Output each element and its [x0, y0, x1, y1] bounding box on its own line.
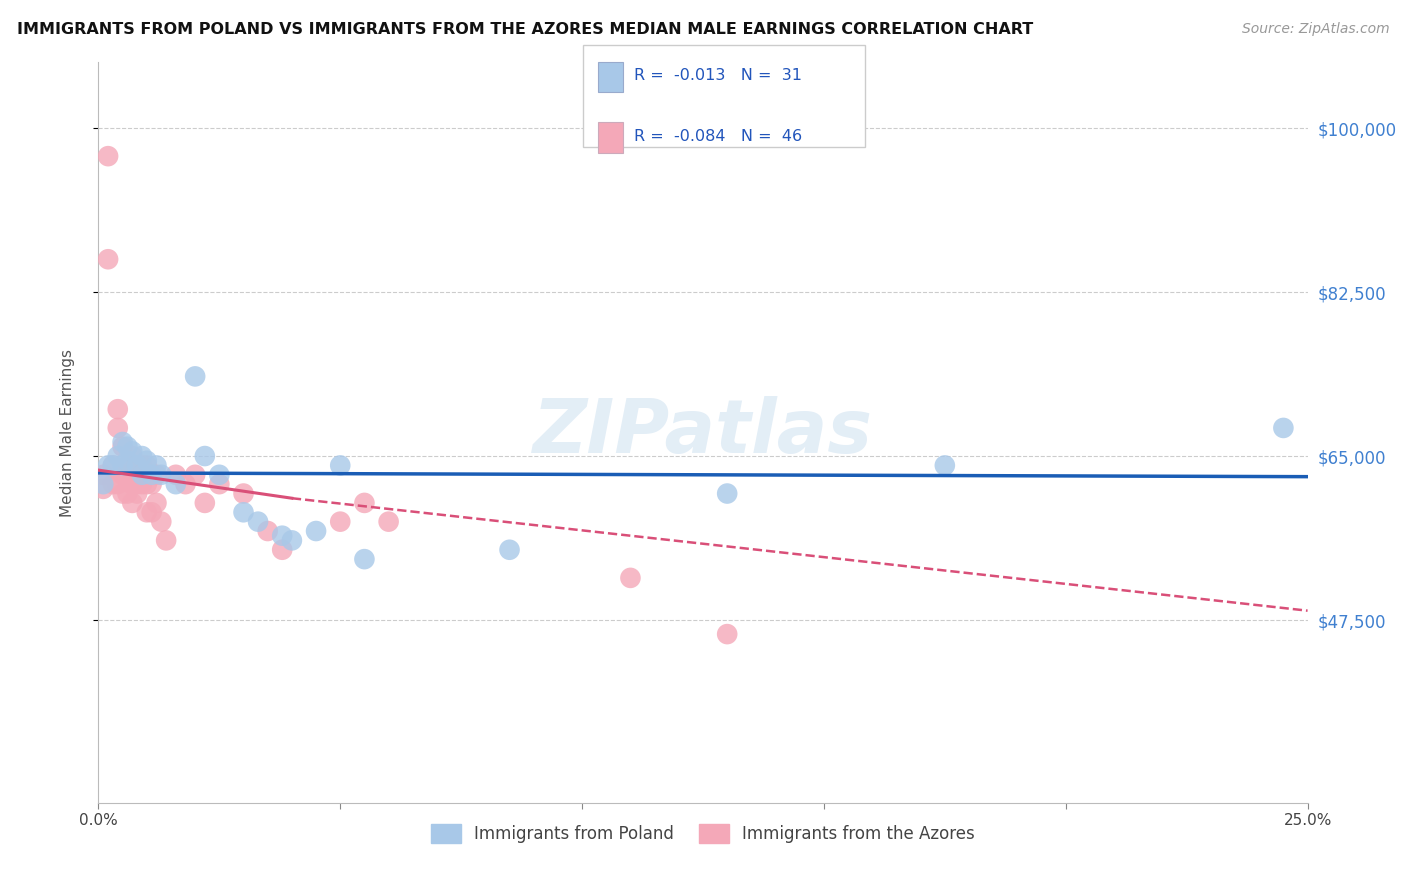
Point: [256, 524, 278, 538]
Point: [117, 454, 139, 468]
Point: [97, 149, 120, 163]
Text: Source: ZipAtlas.com: Source: ZipAtlas.com: [1241, 22, 1389, 37]
Point: [305, 524, 328, 538]
Point: [281, 533, 304, 548]
Point: [121, 449, 143, 463]
Point: [194, 496, 217, 510]
Point: [91, 467, 114, 482]
Point: [131, 467, 153, 482]
Point: [329, 458, 352, 473]
Point: [232, 505, 254, 519]
Point: [135, 454, 157, 468]
Point: [101, 458, 124, 473]
Point: [135, 458, 157, 473]
Point: [271, 529, 294, 543]
Point: [208, 477, 231, 491]
Text: R =  -0.084   N =  46: R = -0.084 N = 46: [634, 129, 803, 144]
Point: [101, 458, 124, 473]
Point: [135, 505, 157, 519]
Text: IMMIGRANTS FROM POLAND VS IMMIGRANTS FROM THE AZORES MEDIAN MALE EARNINGS CORREL: IMMIGRANTS FROM POLAND VS IMMIGRANTS FRO…: [17, 22, 1033, 37]
Point: [127, 458, 149, 473]
Point: [117, 486, 139, 500]
Point: [150, 467, 173, 482]
Legend: Immigrants from Poland, Immigrants from the Azores: Immigrants from Poland, Immigrants from …: [425, 817, 981, 850]
Point: [117, 458, 139, 473]
Point: [127, 477, 149, 491]
Point: [135, 477, 157, 491]
Point: [111, 458, 134, 473]
Point: [127, 486, 149, 500]
Point: [111, 440, 134, 454]
Point: [127, 458, 149, 473]
Point: [155, 533, 177, 548]
Point: [141, 505, 163, 519]
Point: [107, 477, 129, 491]
Point: [117, 467, 139, 482]
Point: [121, 496, 143, 510]
Point: [131, 477, 153, 491]
Point: [329, 515, 352, 529]
Point: [498, 542, 520, 557]
Text: ZIPatlas: ZIPatlas: [533, 396, 873, 469]
Point: [117, 440, 139, 454]
Point: [107, 421, 129, 435]
Point: [131, 458, 153, 473]
Point: [353, 552, 375, 566]
Point: [174, 477, 197, 491]
Point: [97, 252, 120, 267]
Point: [91, 482, 114, 496]
Point: [145, 496, 167, 510]
Point: [184, 467, 207, 482]
Point: [165, 477, 187, 491]
Point: [716, 486, 738, 500]
Point: [141, 467, 163, 482]
Point: [619, 571, 641, 585]
Point: [194, 449, 217, 463]
Point: [184, 369, 207, 384]
Point: [165, 467, 187, 482]
Point: [97, 458, 120, 473]
Point: [271, 542, 294, 557]
Point: [150, 515, 173, 529]
Point: [121, 444, 143, 458]
Point: [111, 435, 134, 450]
Point: [145, 467, 167, 482]
Text: R =  -0.013   N =  31: R = -0.013 N = 31: [634, 69, 801, 83]
Point: [111, 467, 134, 482]
Point: [131, 449, 153, 463]
Point: [107, 449, 129, 463]
Point: [377, 515, 399, 529]
Point: [247, 515, 270, 529]
Point: [107, 402, 129, 417]
Point: [145, 458, 167, 473]
Point: [121, 467, 143, 482]
Y-axis label: Median Male Earnings: Median Male Earnings: [60, 349, 75, 516]
Point: [934, 458, 956, 473]
Point: [91, 477, 114, 491]
Point: [208, 467, 231, 482]
Point: [716, 627, 738, 641]
Point: [232, 486, 254, 500]
Point: [141, 477, 163, 491]
Point: [121, 477, 143, 491]
Point: [111, 486, 134, 500]
Point: [101, 477, 124, 491]
Point: [1272, 421, 1295, 435]
Point: [353, 496, 375, 510]
